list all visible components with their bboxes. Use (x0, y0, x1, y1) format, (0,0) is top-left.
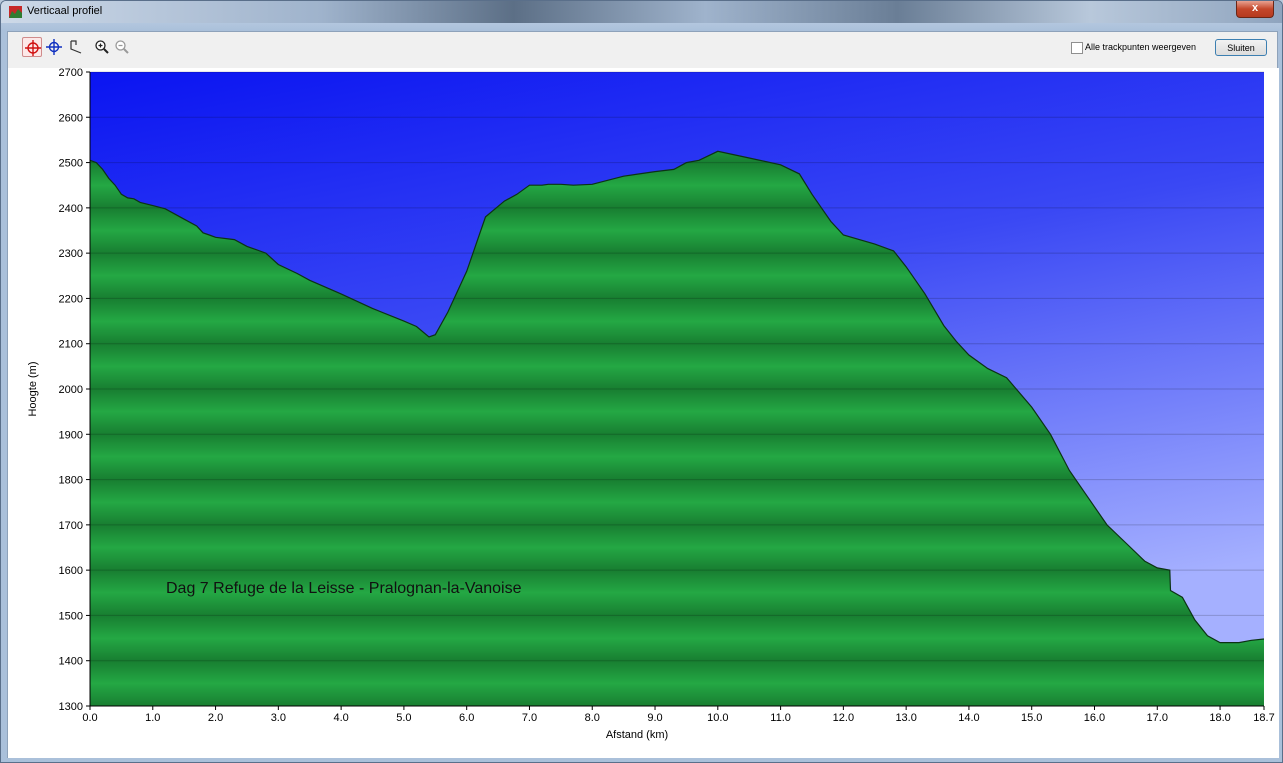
show-all-label: Alle trackpunten weergeven (1085, 42, 1197, 52)
y-tick-label-2200: 2200 (59, 293, 83, 305)
toolbar: Alle trackpunten weergeven Sluiten (8, 32, 1277, 62)
x-tick-label-17.0: 17.0 (1147, 712, 1168, 724)
y-axis-title: Hoogte (m) (27, 361, 39, 416)
x-tick-label-16.0: 16.0 (1084, 712, 1105, 724)
x-tick-label-13.0: 13.0 (895, 712, 916, 724)
y-tick-label-1400: 1400 (59, 656, 83, 668)
x-tick-label-11.0: 11.0 (770, 712, 791, 724)
elevation-area (90, 151, 1264, 707)
zoom-out-icon[interactable] (112, 37, 132, 57)
x-tick-label-6.0: 6.0 (459, 712, 474, 724)
x-tick-label-18.0: 18.0 (1209, 712, 1230, 724)
x-tick-label-2.0: 2.0 (208, 712, 223, 724)
x-tick-label-3.0: 3.0 (271, 712, 286, 724)
y-tick-label-2100: 2100 (59, 339, 83, 351)
x-tick-label-0.0: 0.0 (82, 712, 97, 724)
title-bar: Verticaal profiel x (1, 1, 1282, 23)
x-tick-label-7.0: 7.0 (522, 712, 537, 724)
y-tick-label-2300: 2300 (59, 248, 83, 260)
client-area: Alle trackpunten weergeven Sluiten (7, 31, 1279, 758)
x-tick-label-8.0: 8.0 (585, 712, 600, 724)
x-tick-label-4.0: 4.0 (333, 712, 348, 724)
zoom-in-icon[interactable] (92, 37, 112, 57)
y-tick-label-1900: 1900 (59, 429, 83, 441)
y-tick-label-1700: 1700 (59, 520, 83, 532)
x-tick-label-14.0: 14.0 (958, 712, 979, 724)
show-all-trackpoints-toggle[interactable]: Alle trackpunten weergeven (1071, 41, 1197, 55)
y-tick-label-2700: 2700 (59, 68, 83, 79)
y-tick-label-1600: 1600 (59, 565, 83, 577)
y-tick-label-2400: 2400 (59, 203, 83, 215)
y-tick-label-1500: 1500 (59, 610, 83, 622)
crosshair-red-icon[interactable] (22, 37, 42, 57)
crosshair-blue-icon[interactable] (44, 37, 64, 57)
route-annotation: Dag 7 Refuge de la Leisse - Pralognan-la… (166, 580, 522, 597)
window-close-button[interactable]: x (1236, 1, 1274, 18)
y-tick-label-1800: 1800 (59, 475, 83, 487)
x-tick-label-12.0: 12.0 (833, 712, 854, 724)
x-tick-label-18.7: 18.7 (1253, 712, 1274, 724)
elevation-chart: 1300 1400 1500 1600 1700 1800 1900 2000 2100 2200… (8, 68, 1279, 758)
elevation-profile-svg: 1300 1400 1500 1600 1700 1800 1900 2000 2100 2200… (27, 68, 1275, 741)
x-tick-label-15.0: 15.0 (1021, 712, 1042, 724)
y-tick-label-2000: 2000 (59, 384, 83, 396)
x-tick-label-9.0: 9.0 (647, 712, 662, 724)
y-tick-label-1300: 1300 (59, 701, 83, 713)
close-button[interactable]: Sluiten (1215, 39, 1267, 56)
elevation-line (89, 150, 1265, 644)
y-tick-label-2500: 2500 (59, 158, 83, 170)
x-tick-label-1.0: 1.0 (145, 712, 160, 724)
x-axis-title: Afstand (km) (606, 729, 668, 741)
x-tick-label-5.0: 5.0 (396, 712, 411, 724)
x-tick-label-10.0: 10.0 (707, 712, 728, 724)
window-title: Verticaal profiel (27, 5, 103, 17)
lasso-select-icon[interactable] (66, 37, 86, 57)
show-all-checkbox[interactable] (1071, 42, 1083, 54)
y-tick-label-2600: 2600 (59, 112, 83, 124)
profile-app-icon (9, 6, 22, 18)
